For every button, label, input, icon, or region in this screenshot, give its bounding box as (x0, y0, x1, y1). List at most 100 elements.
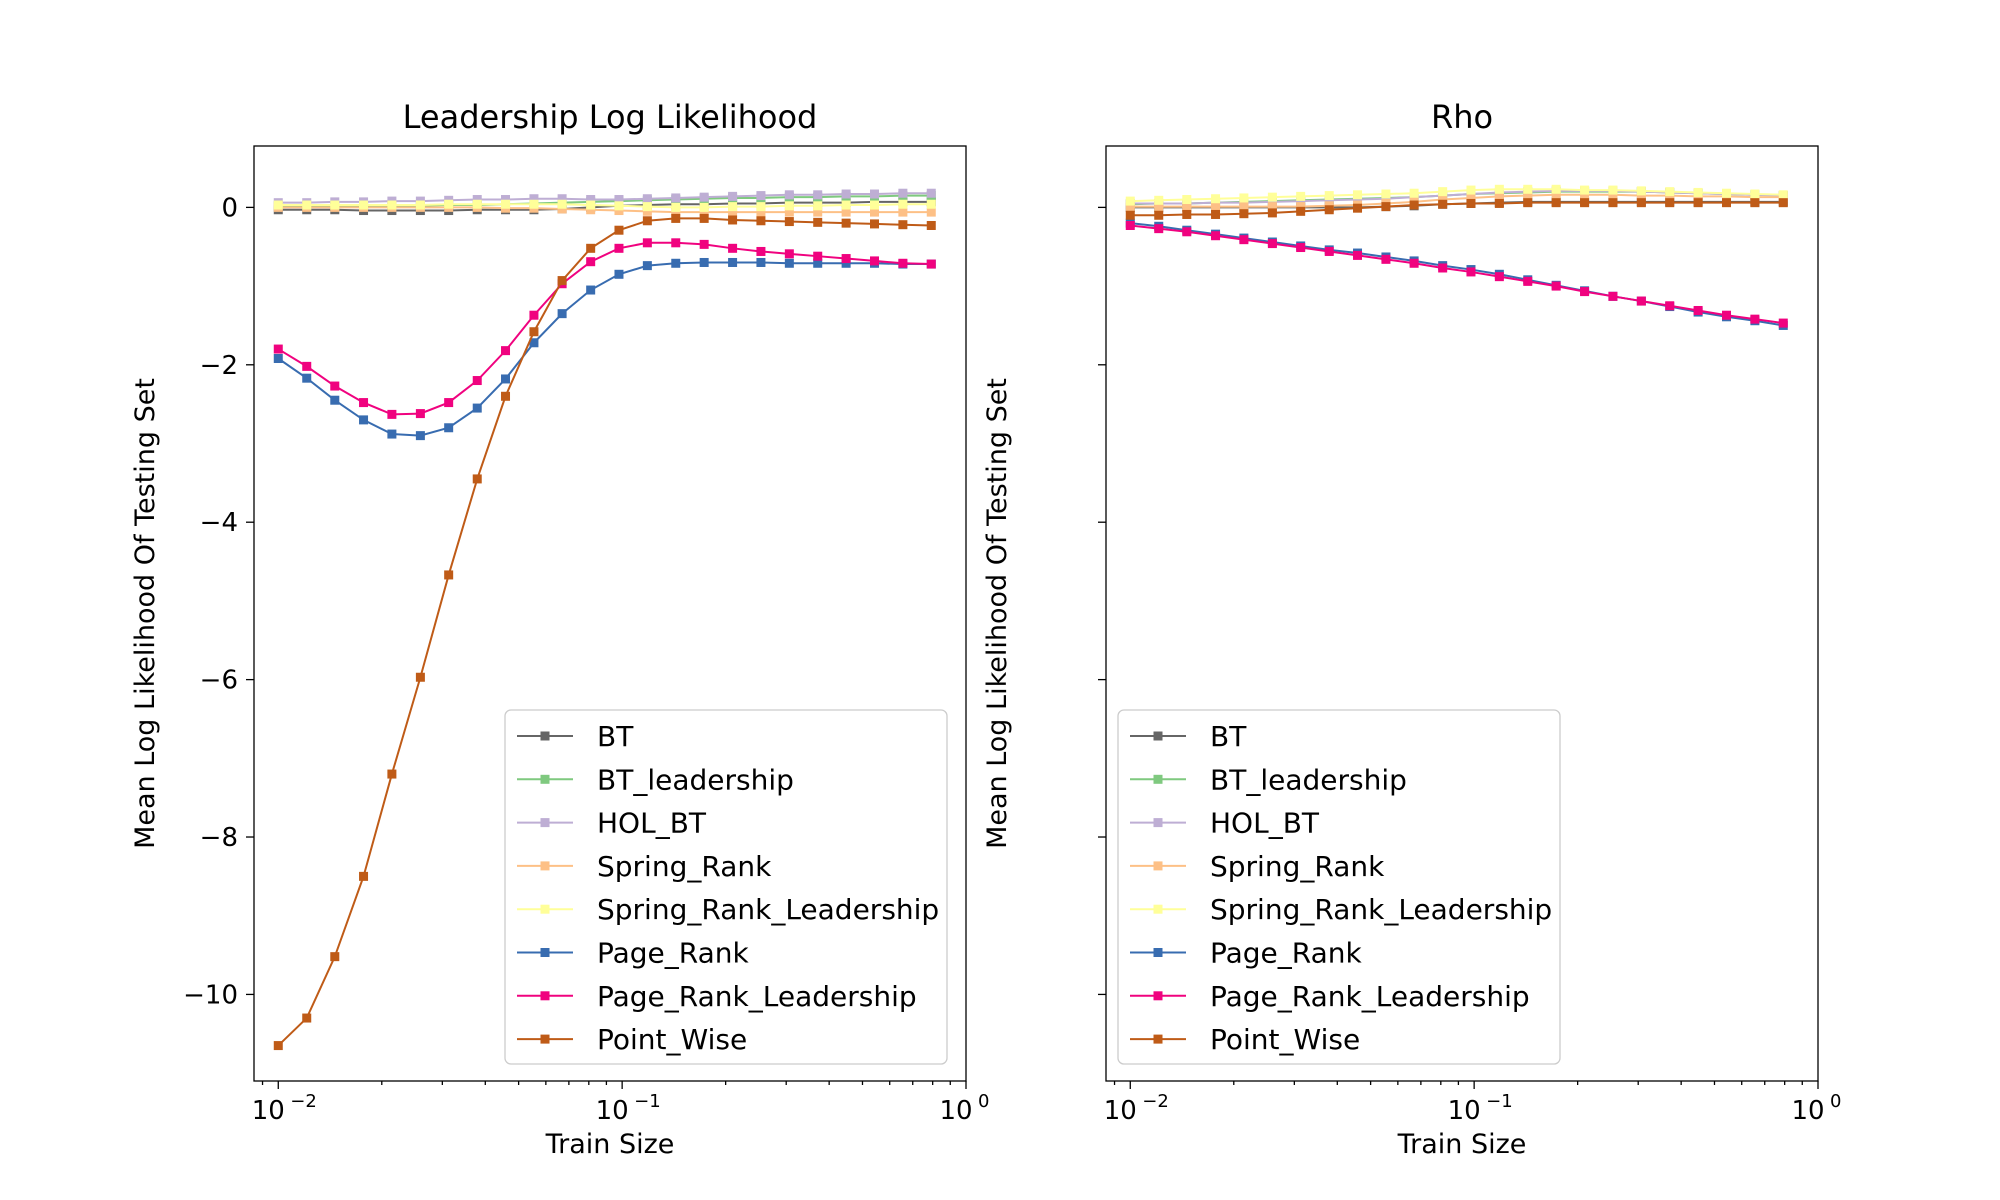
data-point (1523, 276, 1533, 286)
data-point (813, 190, 823, 200)
x-tick-label: 10 (1448, 1096, 1481, 1126)
data-point (1722, 188, 1731, 198)
data-point (699, 213, 709, 223)
data-point (756, 202, 766, 212)
data-point (1665, 198, 1675, 208)
data-point (501, 199, 511, 209)
data-point (273, 354, 283, 363)
x-tick-label: 10 (252, 1096, 285, 1126)
data-point (1750, 198, 1760, 208)
data-point (671, 207, 681, 217)
data-point (1324, 205, 1334, 215)
legend-label: Point_Wise (597, 1023, 747, 1056)
data-point (1353, 250, 1363, 260)
data-point (1580, 287, 1590, 297)
x-tick-exponent: 0 (978, 1091, 989, 1112)
legend-item: Page_Rank_Leadership (1130, 980, 1530, 1013)
data-point (1267, 208, 1277, 218)
data-point (1267, 239, 1277, 249)
legend-item: Spring_Rank_Leadership (1130, 893, 1552, 926)
data-point (614, 269, 624, 279)
data-point (359, 415, 369, 425)
data-point (1750, 189, 1760, 199)
data-point (671, 238, 681, 248)
data-point (1381, 254, 1391, 264)
data-point (784, 258, 794, 268)
x-tick-label: 10 (939, 1096, 972, 1126)
data-point (1381, 202, 1391, 212)
data-point (898, 258, 908, 268)
legend-item: BT (1130, 720, 1247, 753)
data-point (1182, 209, 1192, 219)
data-point (813, 251, 823, 261)
data-point (1296, 202, 1306, 212)
data-point (302, 200, 312, 210)
data-point (1778, 198, 1788, 208)
data-point (1324, 191, 1334, 201)
data-point (501, 374, 511, 384)
data-point (1494, 191, 1504, 201)
series-line (277, 217, 932, 1047)
y-tick-label: −10 (183, 980, 238, 1010)
legend-swatch-marker (540, 861, 550, 871)
data-point (1409, 188, 1419, 198)
data-point (529, 338, 539, 348)
data-point (642, 206, 652, 216)
data-point (1438, 263, 1448, 273)
data-point (642, 202, 652, 212)
data-point (728, 243, 738, 253)
data-point (1523, 184, 1533, 194)
x-tick-exponent: −1 (634, 1091, 661, 1112)
data-point (415, 431, 425, 441)
legend-swatch-marker (1153, 1034, 1163, 1044)
data-point (898, 199, 908, 209)
data-point (926, 207, 936, 217)
data-point (1182, 227, 1192, 237)
data-point (1693, 198, 1703, 208)
legend-label: Spring_Rank_Leadership (1210, 893, 1552, 926)
data-point (1324, 195, 1334, 205)
x-tick-exponent: −2 (290, 1091, 317, 1112)
data-point (756, 246, 766, 256)
data-point (841, 200, 851, 210)
y-tick-label: 0 (221, 193, 238, 223)
data-point (1466, 267, 1476, 277)
data-point (1608, 291, 1618, 301)
chart-title: Leadership Log Likelihood (403, 98, 818, 136)
data-point (671, 202, 681, 212)
data-point (557, 276, 567, 286)
plot-area (273, 188, 936, 1051)
data-point (784, 190, 794, 200)
data-point (1381, 194, 1391, 204)
data-point (302, 373, 312, 383)
x-tick-exponent: −1 (1486, 1091, 1513, 1112)
data-point (529, 199, 539, 209)
data-point (699, 207, 709, 217)
data-point (1239, 202, 1249, 212)
data-point (728, 191, 738, 201)
series-point-wise (273, 213, 936, 1051)
data-point (1722, 198, 1731, 208)
data-point (557, 194, 567, 204)
data-point (841, 258, 851, 268)
data-point (1608, 185, 1618, 195)
data-point (1494, 198, 1504, 208)
data-point (472, 403, 482, 413)
legend-label: Point_Wise (1210, 1023, 1360, 1056)
data-point (614, 243, 624, 253)
legend-box (504, 709, 948, 1065)
y-tick-label: −6 (200, 666, 238, 696)
data-point (472, 376, 482, 386)
plot-area (1125, 184, 1788, 330)
data-point (699, 239, 709, 249)
data-point (813, 258, 823, 268)
legend-swatch-marker (1153, 948, 1163, 957)
data-point (359, 200, 369, 210)
data-point (1580, 190, 1590, 200)
data-point (330, 381, 340, 391)
data-point (1466, 198, 1476, 208)
legend-item: BT_leadership (517, 763, 794, 796)
y-tick-label: −4 (200, 508, 238, 538)
data-point (1438, 195, 1448, 205)
